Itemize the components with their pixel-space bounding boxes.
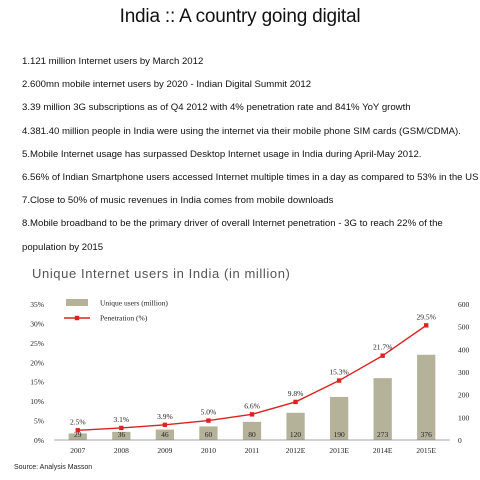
fact-item: 1.121 million Internet users by March 20… <box>22 56 204 67</box>
x-tick-label: 2013E <box>329 446 349 455</box>
bar-value-label: 36 <box>118 430 126 439</box>
bar <box>373 378 392 440</box>
y-right-tick-label: 500 <box>458 323 470 332</box>
bar <box>155 429 175 440</box>
fact-item: population by 2015 <box>22 241 104 253</box>
bar-value-label: 190 <box>333 430 345 439</box>
internet-users-chart: 0% 5% 10% 15% 20% 25% 30% 35% 0 100 200 300 400 500 60… <box>30 299 470 456</box>
legend-label-users: Unique users (million) <box>100 299 168 308</box>
penetration-point <box>336 378 342 383</box>
fact-item: 8.Mobile broadband to be the primary dri… <box>22 218 443 230</box>
penetration-data-label: 5.0% <box>201 408 217 417</box>
bar-value-label: 80 <box>248 430 256 439</box>
penetration-point <box>249 412 255 417</box>
penetration-point <box>293 399 298 405</box>
page-title: India :: A country going digital <box>119 6 361 27</box>
legend-label-penetration: Penetration (%) <box>100 314 148 323</box>
fact-item: 7.Close to 50% of music revenues in Indi… <box>22 195 334 207</box>
penetration-point <box>206 418 211 423</box>
y-right-tick-label: 300 <box>458 368 470 377</box>
bar-value-label: 376 <box>421 430 433 439</box>
y-left-tick-label: 10% <box>30 397 44 406</box>
x-tick-label: 2011 <box>245 446 260 455</box>
fact-item: 3.39 million 3G subscriptions as of Q4 2… <box>22 102 411 114</box>
penetration-point <box>162 422 168 428</box>
fact-item: 6.56% of Indian Smartphone users accesse… <box>22 172 479 184</box>
bar <box>68 433 87 440</box>
y-left-tick-label: 30% <box>30 319 44 328</box>
penetration-data-label: 21.7% <box>373 343 392 352</box>
bar-value-label: 273 <box>377 430 389 439</box>
y-left-tick-label: 0% <box>34 436 44 445</box>
bar <box>112 431 131 440</box>
y-right-tick-label: 600 <box>458 300 470 309</box>
penetration-data-label: 6.6% <box>244 401 260 410</box>
source-note: Source: Analysis Masson <box>14 464 93 471</box>
fact-item: 5.Mobile Internet usage has surpassed De… <box>22 148 422 160</box>
y-left-tick-label: 15% <box>30 378 44 387</box>
bar <box>286 412 305 440</box>
x-tick-label: 2008 <box>114 446 129 455</box>
x-tick-label: 2010 <box>201 446 216 455</box>
penetration-data-label: 29.5% <box>417 312 436 321</box>
x-tick-label: 2015E <box>416 446 436 455</box>
facts-list: 1.121 million Internet users by March 20… <box>22 50 479 259</box>
penetration-data-label: 9.8% <box>288 389 304 398</box>
legend-swatch-users <box>66 299 88 306</box>
penetration-point <box>75 428 80 433</box>
x-tick-label: 2012E <box>286 446 306 455</box>
bar-value-label: 29 <box>74 430 82 439</box>
bar-value-label: 46 <box>161 430 169 439</box>
bar-value-label: 60 <box>205 430 213 439</box>
y-right-tick-label: 200 <box>458 391 470 400</box>
bar-value-label: 120 <box>290 430 302 439</box>
penetration-data-label: 3.1% <box>114 415 130 424</box>
penetration-data-label: 2.5% <box>70 417 86 426</box>
fact-item: 4.381.40 million people in India were us… <box>22 125 461 137</box>
y-right-tick-label: 100 <box>458 413 470 422</box>
y-left-tick-label: 35% <box>30 300 44 309</box>
y-left-tick-label: 20% <box>30 358 44 367</box>
bar <box>417 354 436 440</box>
bar <box>329 396 349 440</box>
penetration-point <box>119 425 124 431</box>
y-left-tick-label: 25% <box>30 339 44 348</box>
penetration-point <box>424 323 429 328</box>
legend-marker-penetration <box>74 315 80 321</box>
y-right-tick-label: 0 <box>458 436 462 445</box>
chart-title: Unique Internet users in India (in milli… <box>32 266 291 281</box>
penetration-point <box>380 353 385 358</box>
penetration-data-label: 15.3% <box>329 368 348 377</box>
fact-item: 2.600mn mobile internet users by 2020 - … <box>22 79 312 91</box>
y-left-tick-label: 5% <box>34 417 44 426</box>
x-tick-label: 2009 <box>157 446 172 455</box>
x-tick-label: 2014E <box>373 446 393 455</box>
bar <box>242 421 262 440</box>
x-tick-label: 2007 <box>70 446 85 455</box>
penetration-data-label: 3.9% <box>157 412 173 421</box>
bar <box>199 426 218 440</box>
y-right-tick-label: 400 <box>458 345 470 354</box>
